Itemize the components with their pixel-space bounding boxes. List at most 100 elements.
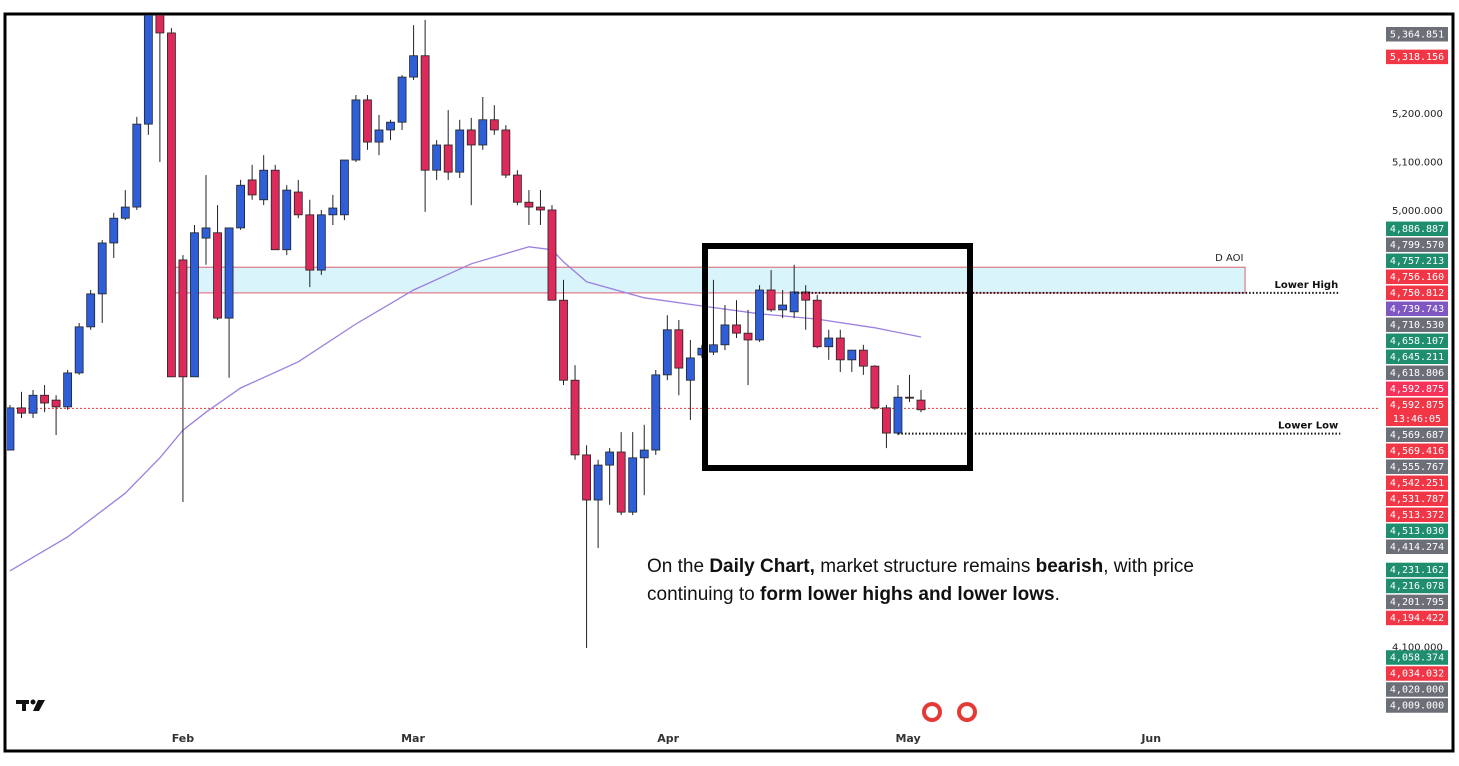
price-tag <box>1386 26 1448 42</box>
candle-body <box>766 289 776 311</box>
price-tag <box>1386 397 1448 427</box>
price-tag <box>1386 666 1448 681</box>
price-tag <box>1386 49 1448 65</box>
annotation-segment: . <box>1055 584 1060 605</box>
price-tag-label: 4,886.887 <box>1390 224 1444 235</box>
candle-body <box>201 227 211 239</box>
event-icon-inner <box>961 706 973 718</box>
candle-body <box>616 451 626 513</box>
price-tag <box>1386 562 1448 578</box>
price-tag-label: 4,009.000 <box>1390 701 1444 712</box>
candle-body <box>905 396 914 399</box>
price-tag <box>1386 237 1448 253</box>
price-tag-label: 4,799.570 <box>1390 240 1444 251</box>
countdown: 13:46:05 <box>1393 414 1441 425</box>
price-tag <box>1386 459 1448 475</box>
candle-body <box>559 299 568 381</box>
logo-part <box>22 700 26 711</box>
event-icons <box>922 702 977 722</box>
candle-body <box>74 326 84 374</box>
logo-part <box>30 699 36 705</box>
candle-body <box>316 214 326 271</box>
candle-body <box>213 232 222 319</box>
price-tag <box>1386 269 1448 285</box>
candle-body <box>916 399 926 411</box>
price-tag <box>1386 594 1448 610</box>
candle-body <box>224 227 234 319</box>
candle-body <box>247 179 257 196</box>
candle-body <box>662 329 672 376</box>
price-tag-label: 4,414.274 <box>1390 542 1444 553</box>
price-tag-label: 4,216.078 <box>1390 581 1444 592</box>
candle-body <box>17 407 26 414</box>
candle-body <box>443 144 453 173</box>
price-tag-label: 4,058.374 <box>1390 653 1444 664</box>
candle-body <box>28 394 38 414</box>
price-tag <box>1386 475 1448 491</box>
x-tick-label: Feb <box>172 732 195 745</box>
price-tag-label: 4,542.251 <box>1390 478 1444 489</box>
price-tag <box>1386 301 1448 317</box>
candle-body <box>328 207 338 216</box>
candle-body <box>847 349 857 361</box>
candle-body <box>432 144 442 171</box>
annotation-segment: form lower highs and lower lows <box>760 584 1055 605</box>
price-tag-label: 4,645.211 <box>1390 352 1444 363</box>
price-tag <box>1386 253 1448 269</box>
candle-body <box>351 99 361 161</box>
level-label: Lower High <box>1274 280 1338 291</box>
candle-body <box>282 189 292 251</box>
candle-body <box>582 454 591 501</box>
price-tag <box>1386 491 1448 507</box>
annotation-segment: bearish <box>1036 556 1104 577</box>
candle-body <box>293 191 303 216</box>
candle-body <box>420 55 430 171</box>
price-tag <box>1386 285 1448 301</box>
event-icon-inner <box>926 706 938 718</box>
price-tag <box>1386 578 1448 594</box>
price-tag <box>1386 698 1448 713</box>
price-tag-label: 4,201.795 <box>1390 597 1444 608</box>
candle-body <box>789 291 799 313</box>
candle-body <box>143 15 153 125</box>
y-tick-label: 5,100.000 <box>1392 157 1443 168</box>
price-tag <box>1386 523 1448 539</box>
annotation-segment: , with price <box>1103 556 1194 577</box>
candle-body <box>305 214 315 271</box>
price-tag-label: 4,034.032 <box>1390 669 1444 680</box>
candle-body <box>63 372 73 408</box>
candle-body <box>547 209 557 301</box>
candle-body <box>639 449 649 459</box>
candle-body <box>178 259 188 378</box>
candle-body <box>732 324 741 334</box>
candle-body <box>835 337 845 361</box>
annotation-segment: continuing to <box>647 584 760 605</box>
candle-body <box>51 399 61 408</box>
price-tag-label: 4,513.030 <box>1390 526 1444 537</box>
candle-body <box>386 121 395 131</box>
price-tag <box>1386 221 1448 237</box>
annotation-segment: Daily Chart, <box>709 556 815 577</box>
candle-body <box>743 332 753 341</box>
price-tag <box>1386 610 1448 626</box>
candle-body <box>824 337 834 348</box>
candle-body <box>109 217 119 244</box>
candle-body <box>397 76 407 123</box>
candle-body <box>339 159 349 216</box>
candle-body <box>882 407 891 434</box>
candle-body <box>236 184 246 229</box>
price-tag-label: 4,531.787 <box>1390 494 1444 505</box>
price-tag <box>1386 427 1448 443</box>
candle-body <box>132 123 142 208</box>
candle-body <box>651 374 661 451</box>
candle-body <box>674 329 684 369</box>
candle-body <box>478 119 488 146</box>
x-tick-label: May <box>895 732 920 745</box>
candle-body <box>167 32 176 378</box>
logo-part <box>33 700 45 711</box>
candle-body <box>409 55 418 78</box>
plot-area <box>7 15 1380 648</box>
price-tag-label: 4,592.875 <box>1390 384 1444 395</box>
